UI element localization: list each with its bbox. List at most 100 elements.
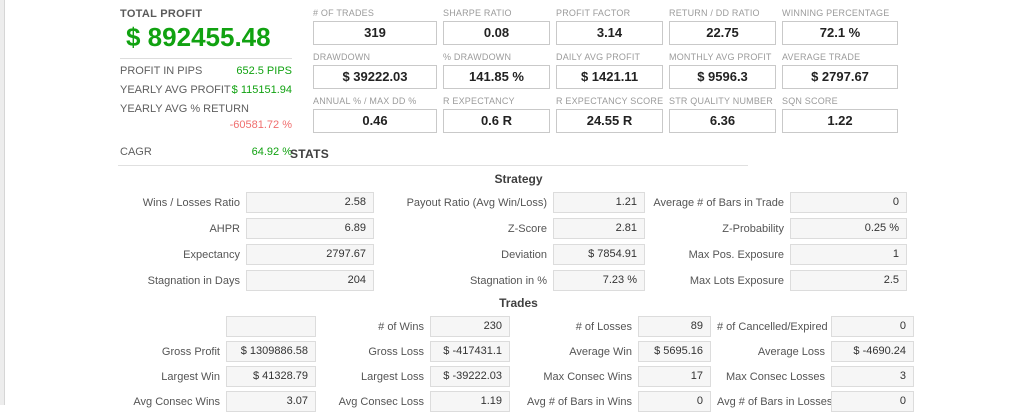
strategy-section: Strategy Wins / Losses Ratio 2.58 Payout … [130, 172, 907, 291]
stat-label: Avg # of Bars in Wins [527, 395, 632, 408]
metric-label: R EXPECTANCY [443, 96, 515, 106]
yearly-avg-return-value: -60581.72 % [229, 119, 292, 131]
stat-value: 3.07 [226, 391, 316, 412]
summary-divider [120, 58, 292, 59]
stat-label: Stagnation in % [469, 274, 547, 287]
metric-value-box: 3.14 [556, 21, 663, 45]
metric-label: R EXPECTANCY SCORE [556, 96, 664, 106]
metric-label: MONTHLY AVG PROFIT [669, 52, 772, 62]
metric-value-box: 0.6 R [443, 109, 550, 133]
stat-label: Payout Ratio (Avg Win/Loss) [406, 196, 547, 209]
metric-label: PROFIT FACTOR [556, 8, 631, 18]
stat-label: Largest Win [161, 370, 220, 383]
stat-label: # of Losses [575, 320, 632, 333]
stat-label: Avg Consec Wins [133, 395, 220, 408]
metric-label: RETURN / DD RATIO [669, 8, 760, 18]
stats-divider [118, 165, 748, 166]
stat-label: Z-Score [507, 222, 547, 235]
stat-label: Largest Loss [361, 370, 424, 383]
metric-label: % DRAWDOWN [443, 52, 512, 62]
metric-drawdown: DRAWDOWN $ 39222.03 [313, 52, 437, 89]
total-profit-label: TOTAL PROFIT [120, 8, 203, 20]
stat-label: Wins / Losses Ratio [142, 196, 240, 209]
stat-label: Max Lots Exposure [689, 274, 784, 287]
metric-sqn-score: SQN SCORE 1.22 [782, 96, 898, 133]
stat-value: 89 [638, 316, 711, 337]
stat-value: 3 [831, 366, 914, 387]
metric-annual-max-dd: ANNUAL % / MAX DD % 0.46 [313, 96, 437, 133]
metric-value-box: 0.08 [443, 21, 550, 45]
metric-label: DAILY AVG PROFIT [556, 52, 641, 62]
stat-value: 1.21 [553, 192, 645, 213]
stat-value: $ -4690.24 [831, 341, 914, 362]
stat-value: 0 [638, 391, 711, 412]
metric-sharpe-ratio: SHARPE RATIO 0.08 [443, 8, 550, 45]
stat-value: 0 [790, 192, 907, 213]
metric-value-box: $ 9596.3 [669, 65, 776, 89]
metric-value-box: $ 39222.03 [313, 65, 437, 89]
stat-label: AHPR [209, 222, 240, 235]
stat-value: 204 [246, 270, 374, 291]
stat-value: $ 5695.16 [638, 341, 711, 362]
stat-value: 7.23 % [553, 270, 645, 291]
metric-value-box: $ 1421.11 [556, 65, 663, 89]
stat-value: 1.19 [430, 391, 510, 412]
strategy-table: Wins / Losses Ratio 2.58 Payout Ratio (Av… [130, 192, 907, 291]
yearly-avg-profit-label: YEARLY AVG PROFIT [120, 84, 231, 96]
trades-table: # of Wins 230 # of Losses 89 # of Cancelle… [130, 316, 914, 412]
stat-value: 17 [638, 366, 711, 387]
stat-label: Avg # of Bars in Losses [717, 395, 833, 408]
stat-value: $ 7854.91 [553, 244, 645, 265]
metric-label: SHARPE RATIO [443, 8, 512, 18]
stat-label: Stagnation in Days [147, 274, 240, 287]
metric-label: AVERAGE TRADE [782, 52, 861, 62]
metric-winning-percentage: WINNING PERCENTAGE 72.1 % [782, 8, 898, 45]
profit-in-pips-value: 652.5 PIPS [236, 65, 292, 77]
total-profit-summary: TOTAL PROFIT $ 892455.48 PROFIT IN PIPS … [120, 8, 292, 159]
stat-label: Max Pos. Exposure [688, 248, 784, 261]
stat-label: Average # of Bars in Trade [653, 196, 784, 209]
stat-value: 2.5 [790, 270, 907, 291]
stat-value: 2797.67 [246, 244, 374, 265]
metric-label: ANNUAL % / MAX DD % [313, 96, 417, 106]
cagr-row: CAGR 64.92 % [120, 146, 292, 159]
stat-value: $ -417431.1 [430, 341, 510, 362]
metric-value-box: 22.75 [669, 21, 776, 45]
metric-value-box: 141.85 % [443, 65, 550, 89]
stat-value: 1 [790, 244, 907, 265]
total-profit-value: $ 892455.48 [126, 22, 271, 52]
stat-value [226, 316, 316, 337]
metrics-grid: # OF TRADES 319 SHARPE RATIO 0.08 PROFIT F… [313, 8, 898, 133]
metric-value-box: 1.22 [782, 109, 898, 133]
metric-label: DRAWDOWN [313, 52, 371, 62]
stat-label: Max Consec Losses [725, 370, 825, 383]
stat-label: Avg Consec Loss [338, 395, 424, 408]
yearly-avg-profit-row: YEARLY AVG PROFIT $ 115151.94 [120, 84, 292, 97]
yearly-avg-return-row: YEARLY AVG % RETURN -60581.72 % [120, 103, 292, 132]
trades-section-title: Trades [499, 296, 538, 310]
metric-value-box: 6.36 [669, 109, 776, 133]
metric-str-quality-number: STR QUALITY NUMBER 6.36 [669, 96, 776, 133]
stat-value: 0 [831, 316, 914, 337]
stat-value: 2.81 [553, 218, 645, 239]
strategy-section-title: Strategy [494, 172, 543, 186]
metric-value-box: 24.55 R [556, 109, 663, 133]
panel-edge [0, 0, 5, 405]
stat-label: Gross Profit [161, 345, 220, 358]
metric-average-trade: AVERAGE TRADE $ 2797.67 [782, 52, 898, 89]
stat-label: Z-Probability [722, 222, 784, 235]
stat-value: $ 1309886.58 [226, 341, 316, 362]
stat-value: 0 [831, 391, 914, 412]
stat-label: Average Loss [757, 345, 825, 358]
metric-r-expectancy-score: R EXPECTANCY SCORE 24.55 R [556, 96, 663, 133]
yearly-avg-return-label: YEARLY AVG % RETURN [120, 103, 249, 115]
stat-label: Average Win [569, 345, 632, 358]
stat-value: $ -39222.03 [430, 366, 510, 387]
metric-value-box: 72.1 % [782, 21, 898, 45]
trades-section: Trades # of Wins 230 # of Losses 89 # of C… [130, 296, 914, 412]
metric-profit-factor: PROFIT FACTOR 3.14 [556, 8, 663, 45]
stat-label: Gross Loss [368, 345, 424, 358]
metric-daily-avg-profit: DAILY AVG PROFIT $ 1421.11 [556, 52, 663, 89]
stat-value: 0.25 % [790, 218, 907, 239]
stat-label: Deviation [501, 248, 547, 261]
